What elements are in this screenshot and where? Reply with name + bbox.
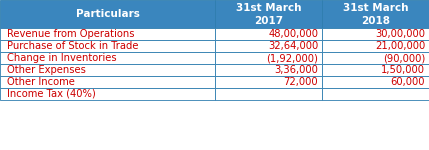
Bar: [322, 64, 429, 76]
Bar: [215, 88, 322, 100]
Bar: [215, 52, 322, 64]
Text: 1,50,000: 1,50,000: [381, 65, 425, 75]
Text: Change in Inventories: Change in Inventories: [7, 53, 117, 63]
Bar: [322, 88, 429, 100]
Bar: [215, 64, 322, 76]
Text: 48,00,000: 48,00,000: [268, 29, 318, 39]
Bar: [0, 76, 215, 88]
Text: Purchase of Stock in Trade: Purchase of Stock in Trade: [7, 41, 139, 51]
Bar: [0, 40, 215, 52]
Text: (90,000): (90,000): [383, 53, 425, 63]
Bar: [215, 0, 322, 28]
Bar: [322, 40, 429, 52]
Text: 3,36,000: 3,36,000: [274, 65, 318, 75]
Text: Other Income: Other Income: [7, 77, 75, 87]
Bar: [215, 76, 322, 88]
Text: 72,000: 72,000: [284, 77, 318, 87]
Bar: [322, 76, 429, 88]
Bar: [0, 64, 215, 76]
Text: 30,00,000: 30,00,000: [375, 29, 425, 39]
Text: 21,00,000: 21,00,000: [375, 41, 425, 51]
Text: 31st March
2017: 31st March 2017: [236, 3, 302, 26]
Text: Other Expenses: Other Expenses: [7, 65, 86, 75]
Text: Revenue from Operations: Revenue from Operations: [7, 29, 135, 39]
Bar: [215, 28, 322, 40]
Bar: [215, 40, 322, 52]
Bar: [322, 52, 429, 64]
Text: (1,92,000): (1,92,000): [266, 53, 318, 63]
Bar: [0, 88, 215, 100]
Bar: [0, 52, 215, 64]
Text: Particulars: Particulars: [76, 9, 139, 19]
Bar: [0, 28, 215, 40]
Bar: [0, 0, 215, 28]
Bar: [322, 0, 429, 28]
Bar: [322, 28, 429, 40]
Text: Income Tax (40%): Income Tax (40%): [7, 89, 96, 99]
Text: 31st March
2018: 31st March 2018: [343, 3, 408, 26]
Text: 32,64,000: 32,64,000: [268, 41, 318, 51]
Text: 60,000: 60,000: [390, 77, 425, 87]
